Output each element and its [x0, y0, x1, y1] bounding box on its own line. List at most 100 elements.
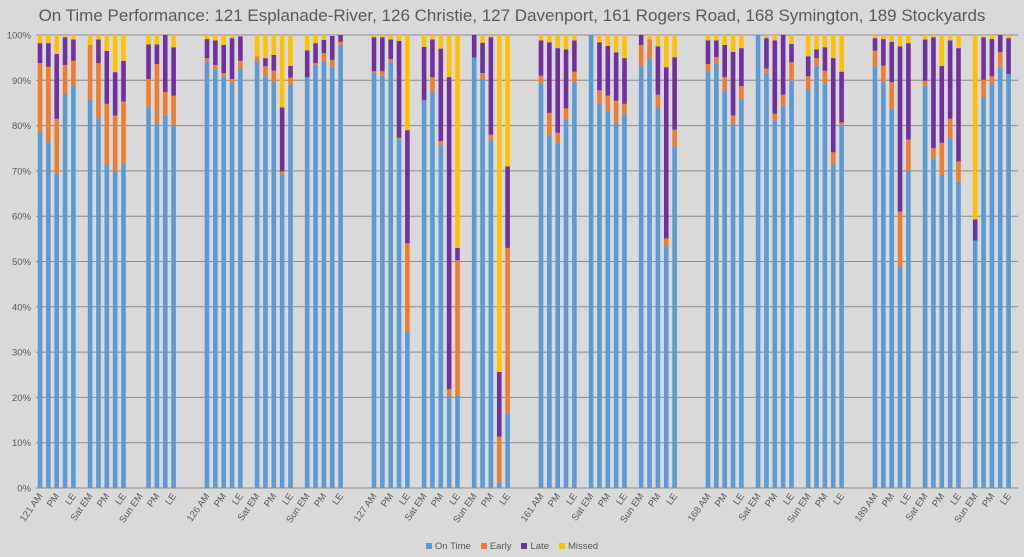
bar-segment-missed: [947, 35, 953, 41]
bar-segment-on-time: [839, 125, 844, 488]
bar-segment-late: [597, 42, 602, 91]
bar-segment-missed: [388, 35, 393, 40]
bar-segment-on-time: [705, 70, 711, 489]
bar-segment-missed: [455, 35, 460, 248]
bar-segment-on-time: [972, 240, 978, 488]
bar-segment-missed: [104, 35, 110, 51]
bar-segment-early: [313, 63, 318, 65]
bar-segment-late: [814, 49, 819, 59]
bar-segment-missed: [62, 35, 68, 38]
bar-segment-missed: [238, 35, 243, 37]
bar-segment-late: [897, 46, 903, 212]
x-tick-label: LE: [664, 491, 680, 507]
x-tick-label: LE: [63, 491, 79, 507]
bar-segment-on-time: [780, 105, 786, 488]
x-tick-label: LE: [163, 491, 179, 507]
bar-segment-early: [54, 118, 59, 175]
bar-segment-early: [238, 60, 243, 69]
bar-segment-missed: [279, 35, 285, 108]
bar-segment-late: [981, 37, 986, 80]
bar-segment-on-time: [722, 90, 727, 489]
bar-segment-on-time: [622, 113, 627, 489]
bar-segment-early: [271, 70, 277, 83]
bar-segment-missed: [146, 35, 151, 45]
bar-segment-early: [956, 161, 961, 182]
legend-item: Early: [480, 541, 512, 552]
bar-segment-early: [655, 94, 661, 108]
bar-segment-missed: [714, 35, 719, 41]
bar-segment-late: [730, 51, 736, 116]
bar-segment-missed: [380, 35, 385, 38]
bar-segment-early: [989, 76, 995, 84]
bar-segment-late: [789, 44, 794, 63]
bar-segment-early: [288, 77, 293, 85]
y-tick-label: 40%: [12, 302, 32, 313]
bar-segment-late: [471, 35, 477, 58]
bar-segment-on-time: [71, 85, 76, 489]
bar-segment-early: [822, 70, 828, 84]
bar-segment-missed: [271, 35, 277, 55]
bar-segment-late: [371, 37, 377, 72]
bar-segment-late: [388, 39, 393, 60]
bar-segment-early: [204, 58, 210, 62]
bar-segment-missed: [371, 35, 377, 38]
bar-segment-on-time: [54, 174, 59, 489]
bar-segment-early: [279, 171, 285, 175]
bar-segment-on-time: [764, 73, 769, 488]
bar-segment-late: [380, 37, 385, 72]
y-tick-label: 0%: [17, 484, 31, 495]
legend-label: Early: [489, 541, 512, 552]
bar-segment-late: [939, 65, 945, 143]
bar-segment-missed: [663, 35, 669, 68]
bar-segment-early: [380, 71, 385, 76]
x-tick-label: PM: [379, 491, 396, 509]
bar-segment-early: [772, 113, 778, 121]
bar-segment-on-time: [1006, 73, 1011, 488]
bar-segment-on-time: [663, 246, 669, 488]
x-tick-label: PM: [596, 491, 613, 509]
bar-segment-on-time: [421, 100, 427, 489]
bar-segment-on-time: [638, 66, 644, 488]
bar-segment-on-time: [822, 83, 828, 488]
bar-segment-late: [613, 52, 619, 101]
bar-segment-on-time: [889, 108, 894, 489]
bar-segment-early: [705, 63, 711, 71]
bar-segment-late: [338, 35, 343, 42]
x-tick-label: PM: [262, 491, 279, 509]
bar-segment-on-time: [597, 103, 602, 488]
bar-segment-early: [480, 73, 485, 79]
bar-segment-on-time: [830, 164, 836, 489]
bar-segment-late: [171, 47, 176, 96]
x-tick-label: PM: [212, 491, 229, 509]
bar-segment-missed: [87, 35, 93, 45]
bar-segment-missed: [547, 35, 552, 43]
bar-segment-missed: [288, 35, 293, 66]
bar-segment-missed: [505, 35, 510, 167]
bar-segment-on-time: [588, 35, 594, 488]
bar-segment-early: [739, 86, 744, 99]
y-tick-label: 100%: [7, 31, 32, 42]
bar-segment-late: [37, 43, 43, 64]
bar-segment-missed: [705, 35, 711, 41]
bar-segment-missed: [37, 35, 43, 44]
bar-segment-late: [488, 37, 494, 135]
bar-segment-on-time: [321, 61, 327, 489]
y-tick-label: 50%: [12, 257, 32, 268]
bar-segment-missed: [597, 35, 602, 43]
bar-segment-missed: [421, 35, 427, 47]
bar-segment-early: [388, 59, 393, 63]
bar-segment-missed: [71, 35, 76, 40]
bar-segment-on-time: [572, 82, 577, 488]
bar-segment-early: [446, 389, 452, 396]
legend-swatch: [480, 543, 487, 549]
bar-segment-early: [906, 139, 911, 171]
bar-segment-early: [538, 75, 544, 84]
x-tick-label: PM: [880, 491, 897, 509]
bar-segment-missed: [405, 35, 410, 131]
bar-segment-on-time: [922, 85, 928, 489]
bar-segment-missed: [881, 35, 886, 40]
bar-segment-missed: [897, 35, 903, 47]
bar-segment-on-time: [997, 67, 1003, 489]
bar-segment-late: [446, 77, 452, 390]
bar-segment-late: [304, 50, 310, 78]
